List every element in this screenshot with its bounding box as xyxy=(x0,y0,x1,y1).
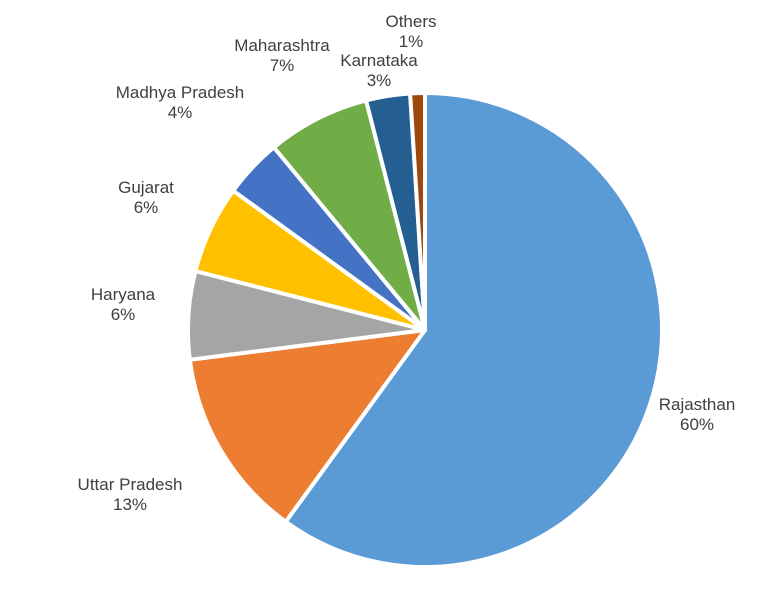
slice-label: Karnataka xyxy=(340,51,418,70)
slice-label: Others xyxy=(385,12,436,31)
slice-label: Gujarat xyxy=(118,178,174,197)
slice-label: Uttar Pradesh xyxy=(78,475,183,494)
slice-value-label: 60% xyxy=(680,415,714,434)
slice-label: Maharashtra xyxy=(234,36,330,55)
pie-slice-rajasthan xyxy=(283,91,664,569)
pie-slices xyxy=(186,91,664,569)
pie-slice-others xyxy=(408,91,427,332)
slice-value-label: 4% xyxy=(168,103,193,122)
pie-slice-uttar-pradesh xyxy=(187,328,427,524)
slice-label: Haryana xyxy=(91,285,156,304)
slice-value-label: 13% xyxy=(113,495,147,514)
slice-value-label: 7% xyxy=(270,56,295,75)
pie-slice-maharashtra xyxy=(271,98,427,332)
slice-value-label: 3% xyxy=(367,71,392,90)
slice-label: Rajasthan xyxy=(659,395,736,414)
slice-value-label: 1% xyxy=(399,32,424,51)
slice-value-label: 6% xyxy=(134,198,159,217)
slice-label: Madhya Pradesh xyxy=(116,83,245,102)
slice-value-label: 6% xyxy=(111,305,136,324)
